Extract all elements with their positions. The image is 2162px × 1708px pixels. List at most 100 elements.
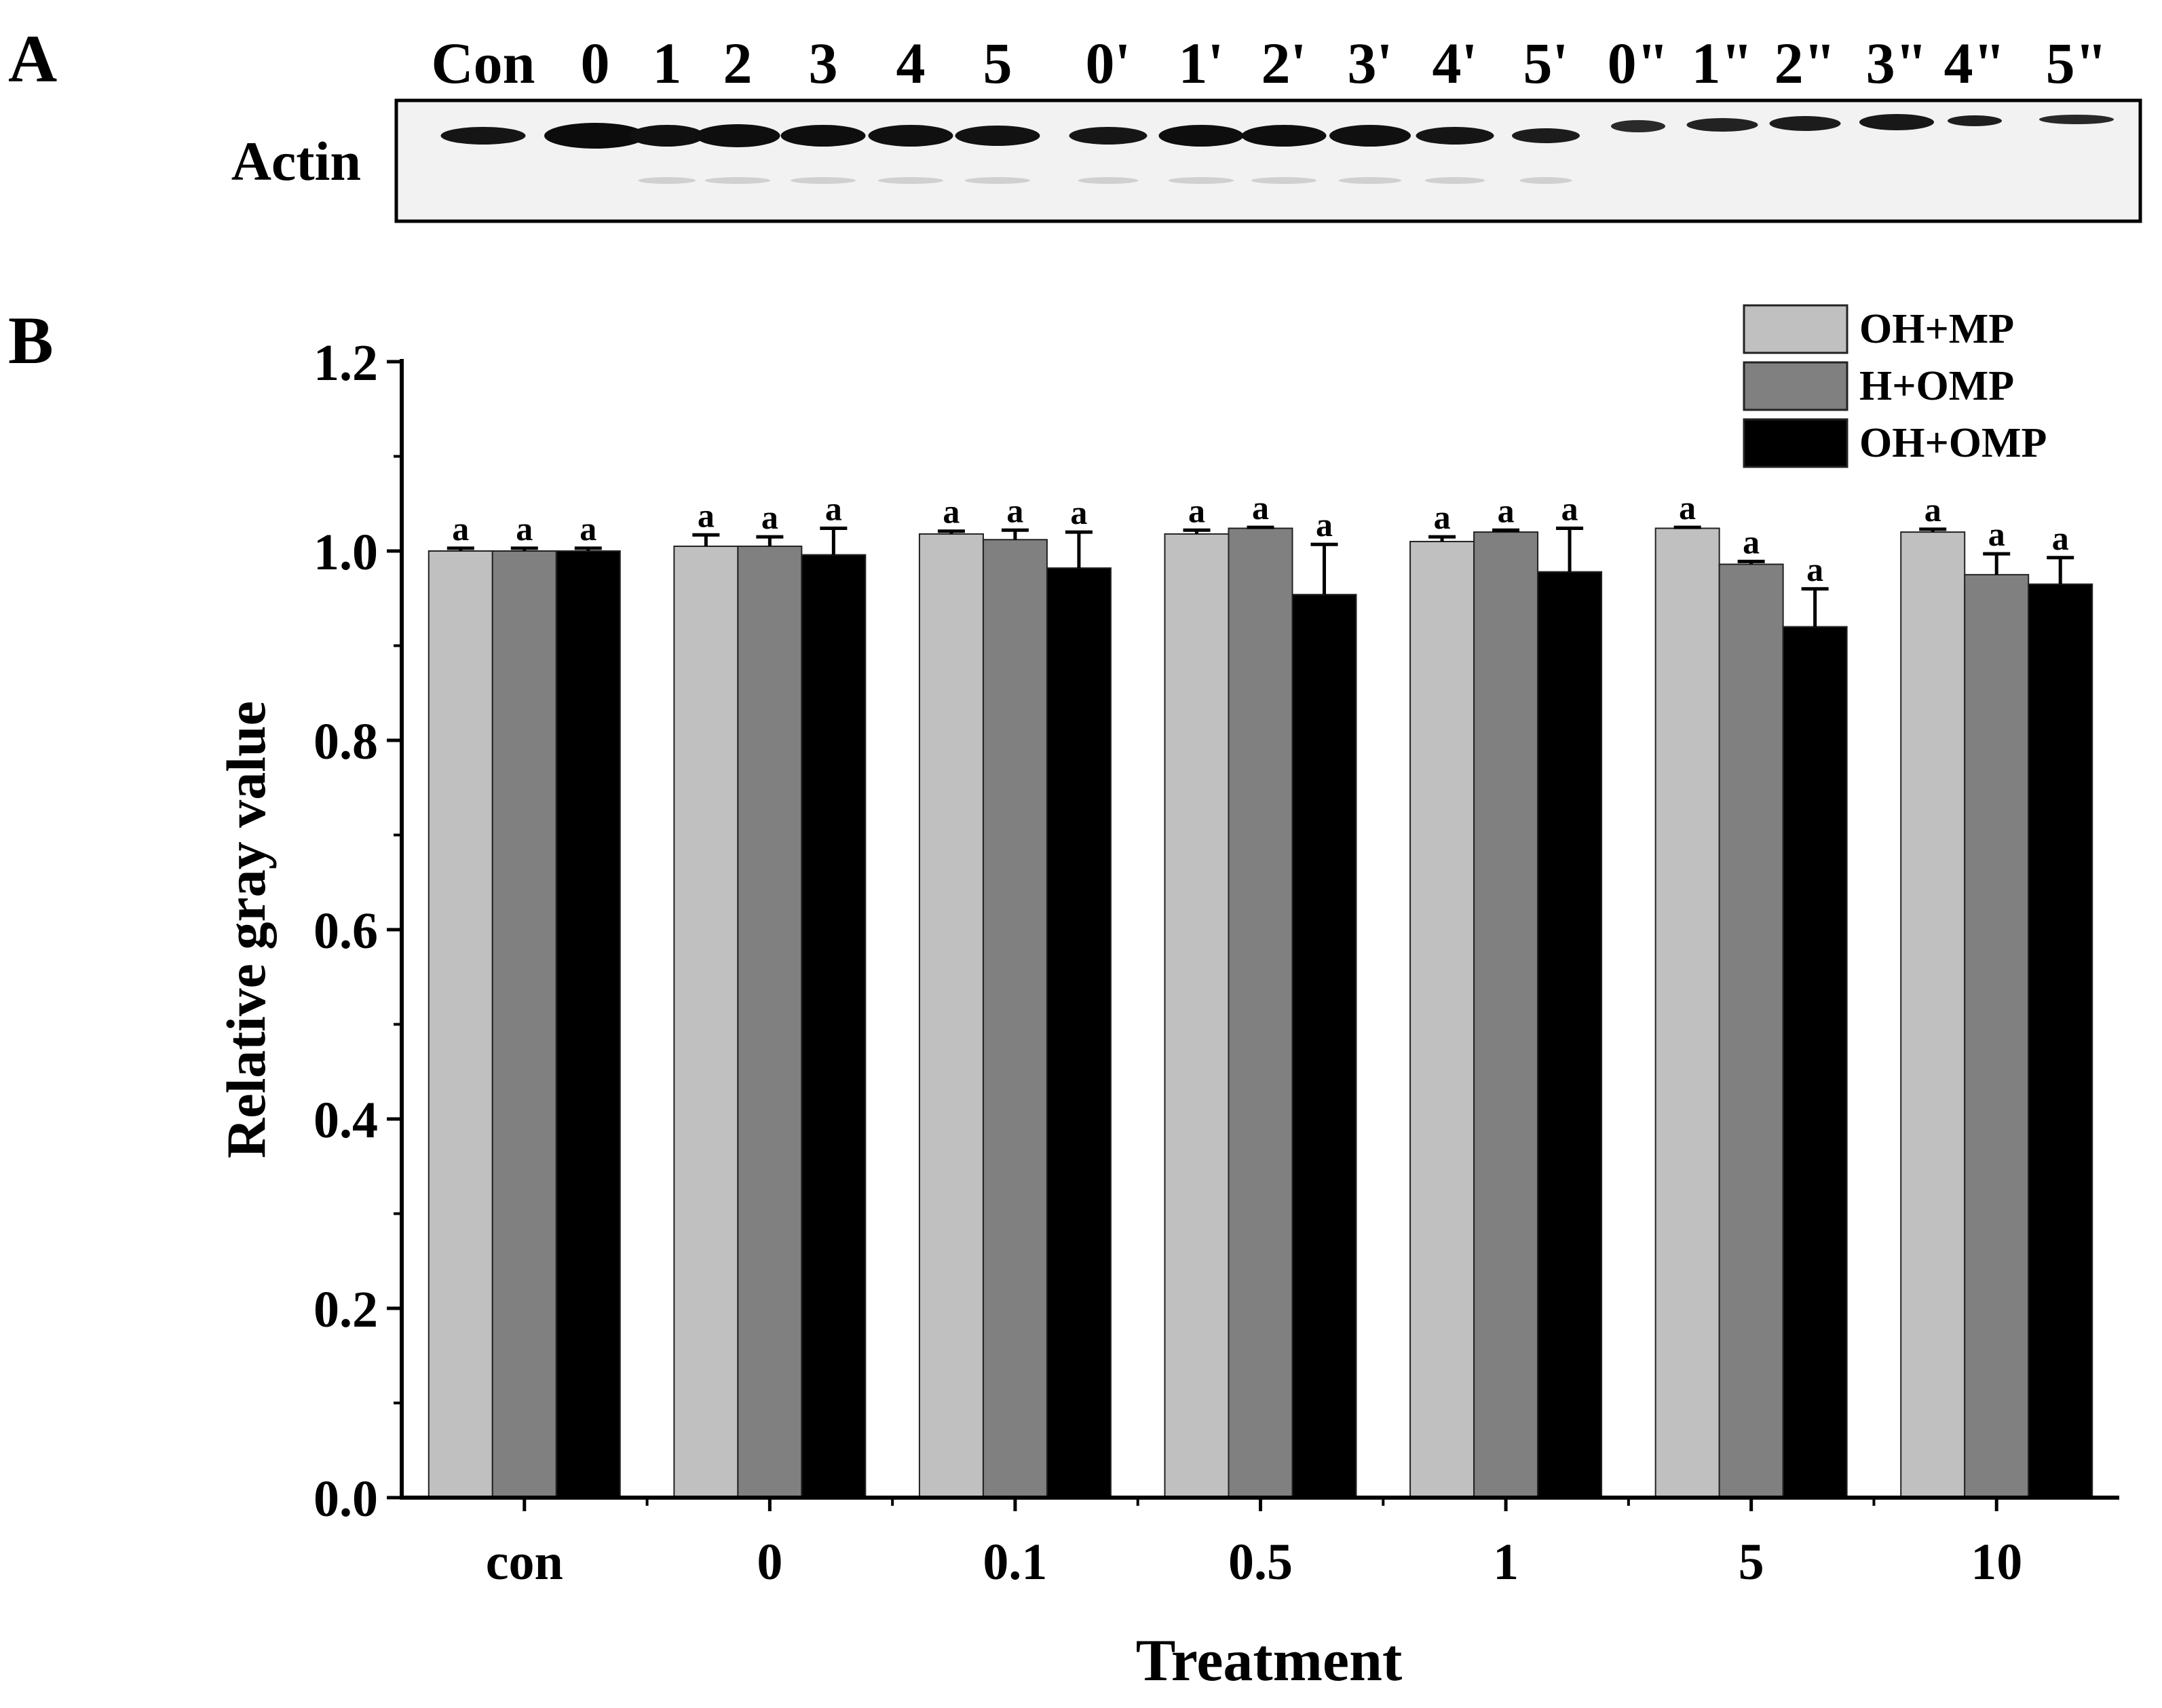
actin-band [695, 124, 780, 147]
y-tick-label: 0.0 [314, 1470, 378, 1527]
actin-band [630, 125, 704, 147]
bar [982, 539, 1048, 1498]
faint-band [1424, 177, 1485, 184]
bar [1046, 567, 1112, 1498]
lane-label: 2 [723, 31, 753, 96]
faint-band [790, 177, 856, 184]
lane-label: 1 [653, 31, 682, 96]
significance-letter: a [580, 510, 596, 548]
legend-swatch [1743, 418, 1848, 468]
y-tick-label: 0.2 [314, 1281, 378, 1338]
actin-band [1611, 120, 1665, 132]
bar [1164, 533, 1230, 1498]
x-tick-label: 0.5 [1228, 1534, 1293, 1591]
y-tick-label: 1.2 [314, 335, 378, 392]
y-tick-label: 1.0 [314, 524, 378, 581]
significance-letter: a [761, 498, 778, 536]
bar [801, 554, 867, 1499]
significance-letter: a [1924, 491, 1941, 529]
legend-swatch [1743, 304, 1848, 354]
actin-row-label: Actin [231, 130, 361, 192]
faint-band [1078, 177, 1139, 184]
actin-band [1859, 114, 1934, 130]
bar [1718, 563, 1784, 1498]
legend-label: OH+OMP [1859, 420, 2047, 466]
actin-band [868, 125, 953, 147]
blot-bands [440, 114, 2114, 184]
lane-label: 2" [1775, 31, 1836, 96]
significance-letter: a [2052, 519, 2069, 557]
lane-label: 1" [1692, 31, 1753, 96]
lane-labels: Con 0 1 2 3 4 5 0' 1' 2' 3' 4' 5' 0" 1" 2" 3" 4" 5" [432, 31, 2108, 96]
bar [1228, 527, 1293, 1498]
y-tick-label: 0.6 [314, 903, 378, 960]
x-tick-label: 1 [1493, 1534, 1519, 1591]
x-axis-title: Treatment [1136, 1628, 1403, 1694]
y-axis-title: Relative gray value [215, 701, 277, 1158]
panel-a-label: A [8, 21, 57, 96]
significance-letter: a [1434, 498, 1451, 536]
lane-label: 4 [896, 31, 926, 96]
faint-band [964, 177, 1031, 184]
x-tick-label: 0.1 [983, 1534, 1047, 1591]
lane-label: 0 [581, 31, 610, 96]
bar-chart: a a a a a a a a a a a a a a a a a a a a a 0.0 0.2 0.4 0.6 0.8 1.0… [314, 335, 2119, 1591]
actin-band [1241, 125, 1327, 147]
actin-band [2039, 115, 2114, 124]
actin-band [780, 125, 866, 147]
actin-band [544, 123, 646, 149]
faint-band [638, 177, 696, 184]
bar [1409, 541, 1475, 1498]
actin-band [1769, 116, 1841, 131]
bar [1473, 531, 1539, 1498]
actin-band [955, 126, 1040, 146]
y-axis: 0.0 0.2 0.4 0.6 0.8 1.0 1.2 [314, 335, 404, 1527]
bars: a a a a a a a a a a a a a a a a a a a a a [428, 489, 2093, 1499]
significance-letter: a [1252, 489, 1269, 527]
bar [1964, 573, 2030, 1498]
faint-band [704, 177, 771, 184]
lane-label: 5 [983, 31, 1012, 96]
significance-letter: a [452, 510, 469, 548]
faint-band [1338, 177, 1402, 184]
faint-band [877, 177, 944, 184]
significance-letter: a [825, 490, 842, 528]
lane-label: 2' [1262, 31, 1307, 96]
x-tick-label: 0 [757, 1534, 782, 1591]
significance-letter: a [1070, 493, 1087, 531]
western-blot [394, 98, 2142, 223]
x-tick-label: 10 [1971, 1534, 2022, 1591]
faint-band [1519, 177, 1572, 184]
actin-band [1686, 118, 1758, 132]
significance-letter: a [1988, 515, 2005, 553]
significance-letter: a [1743, 523, 1760, 561]
actin-band [1948, 115, 2002, 126]
lane-label: 1' [1179, 31, 1224, 96]
panel-b-label: B [8, 303, 54, 378]
significance-letter: a [1498, 491, 1515, 529]
bar [555, 550, 621, 1498]
faint-band [1168, 177, 1234, 184]
y-tick-label: 0.4 [314, 1092, 378, 1149]
lane-label: 4' [1433, 31, 1478, 96]
significance-letter: a [1006, 491, 1023, 529]
faint-band [1251, 177, 1317, 184]
significance-letter: a [943, 493, 960, 531]
lane-label: 5' [1523, 31, 1569, 96]
bar [428, 550, 493, 1498]
lane-label: 5" [2046, 31, 2108, 96]
actin-band [1069, 127, 1148, 145]
bar [673, 546, 739, 1498]
lane-label: 0' [1086, 31, 1131, 96]
bar [1537, 571, 1603, 1499]
lane-label: 3' [1348, 31, 1393, 96]
bar [1782, 626, 1848, 1498]
x-axis: con 0 0.1 0.5 1 5 10 [400, 1496, 2119, 1591]
significance-letter: a [516, 510, 533, 548]
lane-label: 3 [809, 31, 838, 96]
legend-label: H+OMP [1859, 363, 2014, 409]
actin-band [1329, 125, 1411, 147]
actin-band [1512, 128, 1580, 143]
x-tick-label: con [486, 1534, 563, 1591]
